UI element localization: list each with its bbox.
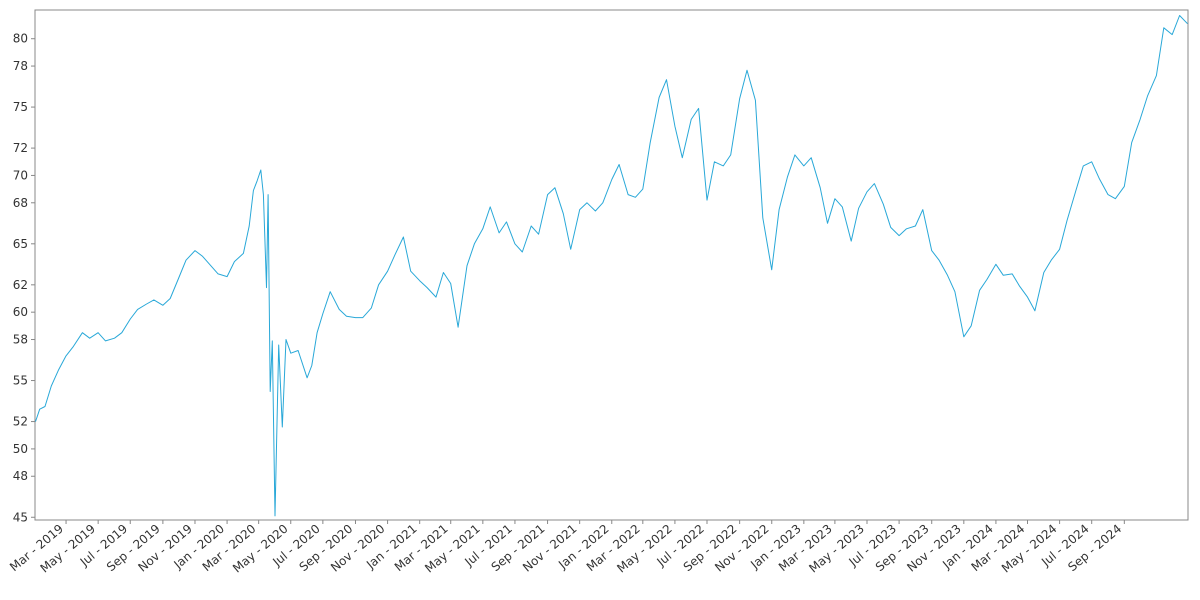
y-tick-label: 60 xyxy=(13,305,28,319)
series-layer xyxy=(35,15,1188,517)
y-tick-label: 52 xyxy=(13,415,28,429)
y-axis: 45 48 50 52 55 58 60 62 65 68 70 72 75 78 80 xyxy=(13,32,35,524)
y-tick-label: 75 xyxy=(13,100,28,114)
plot-area xyxy=(34,9,1189,521)
y-tick-label: 70 xyxy=(13,168,28,182)
y-tick-label: 68 xyxy=(13,196,28,210)
y-tick-label: 72 xyxy=(13,141,28,155)
y-tick-label: 58 xyxy=(13,333,28,347)
y-tick-label: 78 xyxy=(13,59,28,73)
y-tick-label: 50 xyxy=(13,442,28,456)
y-tick-label: 55 xyxy=(13,374,28,388)
y-tick-label: 65 xyxy=(13,237,28,251)
y-tick-label: 62 xyxy=(13,278,28,292)
y-tick-label: 48 xyxy=(13,469,28,483)
series-line-0 xyxy=(35,15,1188,517)
y-tick-label: 45 xyxy=(13,510,28,524)
y-tick-label: 80 xyxy=(13,32,28,46)
